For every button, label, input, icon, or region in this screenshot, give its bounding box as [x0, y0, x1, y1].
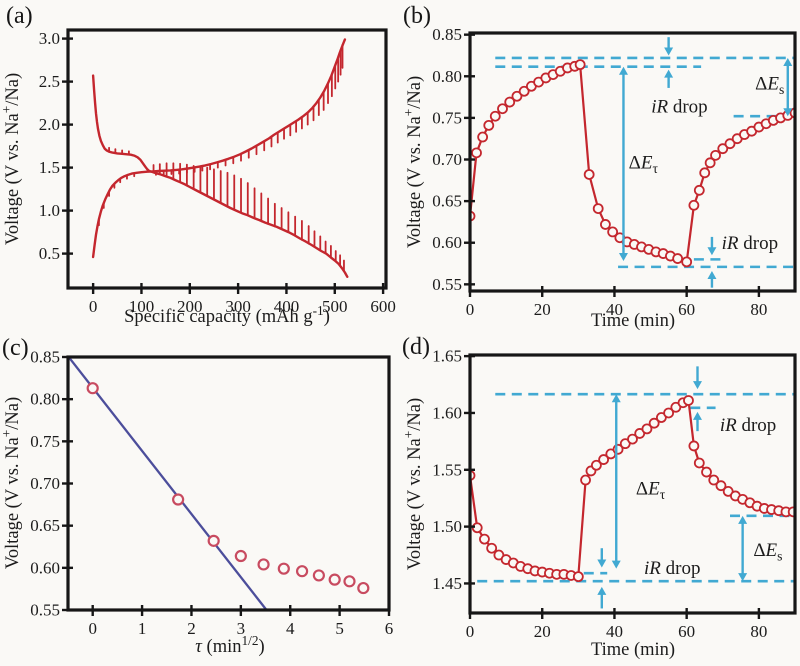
svg-text:80: 80	[750, 622, 767, 641]
panel-label-b: (b)	[403, 3, 431, 29]
svg-text:60: 60	[678, 622, 695, 641]
svg-text:Specific capacity (mAh g-1): Specific capacity (mAh g-1)	[124, 303, 330, 327]
svg-text:0.85: 0.85	[30, 348, 60, 367]
svg-text:20: 20	[534, 622, 551, 641]
svg-text:20: 20	[534, 300, 551, 319]
svg-text:ΔEτ: ΔEτ	[636, 478, 666, 502]
panel-c: 0 1 2 3 4 5 6 0.55 0.60 0.65 0.70 0.75 0.80 0.85 τ (mi…	[0, 333, 400, 666]
svg-text:300: 300	[225, 297, 251, 316]
svg-text:0.65: 0.65	[432, 192, 462, 211]
svg-text:4: 4	[286, 619, 295, 638]
svg-text:1.0: 1.0	[39, 201, 60, 220]
svg-text:iR drop: iR drop	[651, 97, 707, 118]
panel-b: iR drop ΔEτ ΔEs iR drop 0 20 40 60 80 0.55 0.60 0.6…	[400, 0, 800, 333]
panel-label-c: (c)	[2, 335, 29, 361]
svg-text:Voltage (V vs. Na+/Na): Voltage (V vs. Na+/Na)	[0, 73, 23, 245]
svg-text:2.5: 2.5	[39, 72, 60, 91]
svg-text:400: 400	[274, 297, 300, 316]
gitt-capacity-chart: 0 100 200 300 400 500 600 0.5 1.0 1.5 2.0 2.5 3.0 Spe…	[0, 0, 400, 333]
svg-text:40: 40	[606, 300, 623, 319]
svg-text:iR drop: iR drop	[644, 558, 700, 579]
svg-text:60: 60	[678, 300, 695, 319]
svg-text:0.55: 0.55	[30, 601, 60, 620]
svg-text:5: 5	[335, 619, 344, 638]
svg-text:1.5: 1.5	[39, 158, 60, 177]
svg-text:0.75: 0.75	[432, 108, 462, 127]
titration-high-voltage-chart: ΔEτ iR drop iR drop ΔEs 0 20 40 60 80 1.45 1.50 1.5…	[400, 333, 800, 666]
svg-text:1.60: 1.60	[432, 403, 462, 422]
svg-text:3: 3	[237, 619, 246, 638]
panel-a: 0 100 200 300 400 500 600 0.5 1.0 1.5 2.0 2.5 3.0 Spe…	[0, 0, 400, 333]
panel-label-d: (d)	[402, 334, 430, 360]
svg-text:3.0: 3.0	[39, 29, 60, 48]
svg-text:1.50: 1.50	[432, 517, 462, 536]
panel-label-a: (a)	[6, 3, 33, 29]
svg-text:ΔEs: ΔEs	[755, 73, 784, 97]
svg-text:iR drop: iR drop	[722, 233, 778, 254]
svg-text:1.55: 1.55	[432, 460, 462, 479]
titration-low-voltage-chart: iR drop ΔEτ ΔEs iR drop 0 20 40 60 80 0.55 0.60 0.6…	[400, 0, 800, 333]
svg-text:Voltage (V vs. Na+/Na): Voltage (V vs. Na+/Na)	[401, 76, 425, 248]
svg-text:1.45: 1.45	[432, 574, 462, 593]
svg-text:Voltage (V vs. Na+/Na): Voltage (V vs. Na+/Na)	[0, 397, 23, 569]
svg-text:0: 0	[88, 619, 97, 638]
svg-text:Time (min): Time (min)	[591, 640, 675, 660]
svg-text:80: 80	[750, 300, 767, 319]
svg-text:600: 600	[370, 297, 396, 316]
svg-text:Voltage (V vs. Na+/Na): Voltage (V vs. Na+/Na)	[401, 398, 425, 570]
svg-text:ΔEτ: ΔEτ	[629, 153, 659, 177]
svg-text:2: 2	[187, 619, 196, 638]
svg-text:Time (min): Time (min)	[591, 311, 675, 331]
sqrt-time-fit-chart: 0 1 2 3 4 5 6 0.55 0.60 0.65 0.70 0.75 0.80 0.85 τ (mi…	[0, 333, 400, 666]
svg-text:100: 100	[129, 297, 155, 316]
svg-text:0.55: 0.55	[432, 275, 462, 294]
svg-text:200: 200	[177, 297, 203, 316]
svg-text:iR drop: iR drop	[720, 415, 776, 436]
svg-text:0.75: 0.75	[30, 432, 60, 451]
svg-text:0: 0	[466, 300, 475, 319]
svg-text:6: 6	[385, 619, 394, 638]
svg-text:0.65: 0.65	[30, 516, 60, 535]
panel-d: ΔEτ iR drop iR drop ΔEs 0 20 40 60 80 1.45 1.50 1.5…	[400, 333, 800, 666]
svg-text:2.0: 2.0	[39, 115, 60, 134]
svg-text:0.80: 0.80	[432, 67, 462, 86]
svg-text:ΔEs: ΔEs	[753, 540, 782, 564]
svg-text:0.70: 0.70	[30, 474, 60, 493]
svg-text:τ (min1/2): τ (min1/2)	[195, 633, 264, 657]
svg-text:40: 40	[606, 622, 623, 641]
svg-text:0: 0	[89, 297, 98, 316]
svg-text:0.70: 0.70	[432, 150, 462, 169]
svg-text:0.60: 0.60	[30, 558, 60, 577]
svg-text:0.60: 0.60	[432, 233, 462, 252]
svg-text:1.65: 1.65	[432, 347, 462, 366]
svg-text:0.85: 0.85	[432, 25, 462, 44]
svg-text:1: 1	[138, 619, 147, 638]
svg-text:0.5: 0.5	[39, 244, 60, 263]
svg-text:0.80: 0.80	[30, 390, 60, 409]
svg-text:500: 500	[322, 297, 348, 316]
svg-text:0: 0	[466, 622, 475, 641]
